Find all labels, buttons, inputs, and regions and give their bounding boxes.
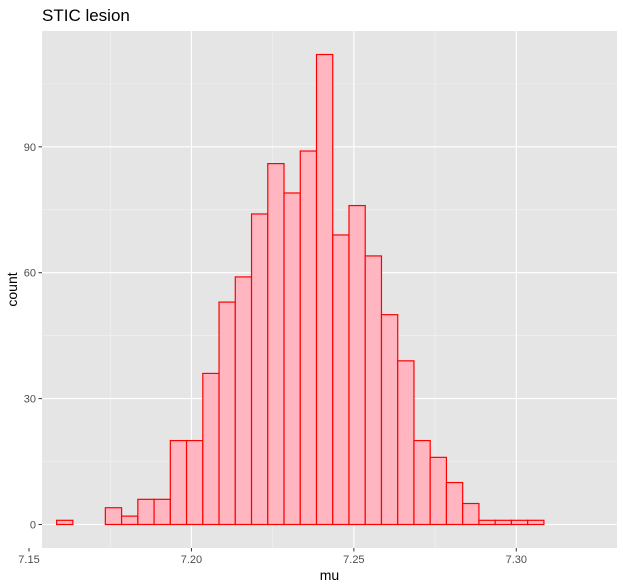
histogram-bar — [120, 515, 139, 526]
histogram-bar — [332, 234, 350, 526]
x-tick-label: 7.20 — [181, 554, 202, 566]
x-axis-ticks: 7.15 7.20 7.25 7.30 — [18, 548, 527, 566]
histogram-bar — [169, 439, 188, 526]
histogram-bar — [348, 204, 366, 526]
y-tick-label: 60 — [24, 268, 36, 280]
histogram-bar — [267, 163, 285, 526]
histogram-bar — [364, 255, 383, 526]
histogram-bar — [56, 519, 74, 526]
y-axis-ticks: 0 30 60 90 — [24, 142, 42, 532]
histogram-bar — [299, 150, 318, 526]
histogram-bar — [380, 314, 399, 526]
histogram-bar — [397, 360, 415, 526]
histogram-bar — [462, 502, 480, 526]
x-tick-label: 7.30 — [506, 554, 527, 566]
histogram-bar — [153, 498, 171, 526]
histogram-bar — [429, 456, 448, 526]
histogram-bar — [283, 192, 301, 526]
histogram-bar — [202, 372, 220, 526]
x-axis-title: mu — [320, 567, 339, 583]
x-tick-label: 7.25 — [343, 554, 364, 566]
histogram-bar — [445, 481, 464, 526]
histogram-bar — [315, 53, 334, 526]
histogram-bar — [218, 301, 236, 526]
x-tick-label: 7.15 — [18, 554, 39, 566]
histogram-bar — [510, 519, 529, 526]
y-axis-title: count — [4, 272, 20, 306]
y-tick-label: 0 — [30, 520, 36, 532]
histogram-bar — [494, 519, 513, 526]
histogram-bar — [478, 519, 496, 526]
histogram-bar — [234, 276, 253, 526]
histogram-bars — [56, 53, 545, 526]
histogram-bar — [185, 439, 204, 526]
y-tick-label: 90 — [24, 142, 36, 154]
histogram-bar — [137, 498, 155, 526]
chart-title: STIC lesion — [42, 6, 130, 25]
histogram-bar — [527, 519, 545, 526]
histogram-bar — [413, 439, 431, 526]
histogram-bar — [250, 213, 269, 526]
y-tick-label: 30 — [24, 394, 36, 406]
histogram-bar — [104, 507, 123, 526]
